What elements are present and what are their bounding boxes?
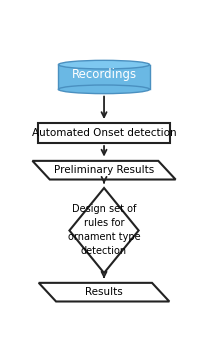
Text: Recordings: Recordings — [71, 68, 136, 81]
Text: Preliminary Results: Preliminary Results — [54, 165, 153, 175]
Polygon shape — [32, 161, 175, 179]
Ellipse shape — [58, 60, 149, 69]
Polygon shape — [69, 188, 138, 273]
Text: Automated Onset detection: Automated Onset detection — [32, 128, 176, 138]
Ellipse shape — [58, 85, 149, 94]
Text: Results: Results — [85, 287, 122, 297]
FancyBboxPatch shape — [58, 65, 149, 89]
Polygon shape — [39, 283, 168, 302]
Text: Design set of
rules for
ornament type
detection: Design set of rules for ornament type de… — [67, 204, 140, 256]
FancyBboxPatch shape — [38, 123, 169, 143]
